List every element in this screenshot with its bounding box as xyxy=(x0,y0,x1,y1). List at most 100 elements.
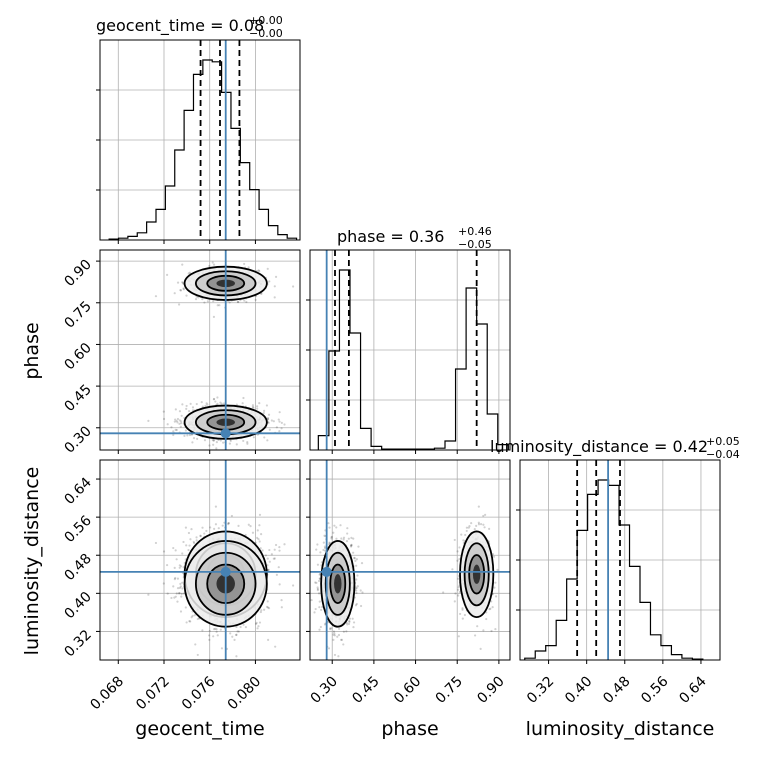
sample-point xyxy=(241,402,244,405)
x-tick-label: 0.32 xyxy=(524,674,557,707)
sample-point xyxy=(176,587,180,590)
sample-point xyxy=(458,558,461,561)
sample-point xyxy=(315,548,318,551)
panel-frame xyxy=(99,459,301,661)
sample-point xyxy=(482,629,485,632)
sample-point xyxy=(258,540,261,543)
sample-point xyxy=(189,538,192,541)
sample-point xyxy=(257,625,260,628)
sample-point xyxy=(333,524,336,527)
sample-point xyxy=(178,586,182,589)
sample-point xyxy=(201,526,204,529)
sample-point xyxy=(174,549,177,552)
sample-point xyxy=(320,608,323,611)
sample-point xyxy=(316,543,319,546)
sample-point xyxy=(270,419,273,422)
sample-point xyxy=(352,626,355,629)
sample-point xyxy=(177,592,181,595)
sample-point xyxy=(256,407,259,410)
sample-point xyxy=(216,634,219,637)
sample-point xyxy=(267,421,270,425)
sample-point xyxy=(237,300,240,304)
sample-point xyxy=(154,541,158,545)
sample-point xyxy=(251,404,255,407)
sample-point xyxy=(330,537,333,540)
sample-point xyxy=(179,289,183,292)
sample-point xyxy=(176,421,179,424)
panel-phase-geocent_time: 0.30 0.45 0.60 0.75 0.90 xyxy=(61,249,301,457)
sample-point xyxy=(187,272,190,275)
sample-point xyxy=(335,537,338,540)
sample-point xyxy=(243,262,246,266)
sample-point xyxy=(355,558,358,561)
sample-point xyxy=(181,403,184,406)
sample-point xyxy=(330,536,333,539)
sample-point xyxy=(200,401,203,404)
sample-point xyxy=(340,638,344,642)
sample-point xyxy=(458,546,461,549)
sample-point xyxy=(355,564,358,567)
sample-point xyxy=(165,273,169,276)
sample-point xyxy=(237,524,240,527)
density-core xyxy=(472,564,481,584)
sample-point xyxy=(162,410,165,413)
sample-point xyxy=(353,557,356,560)
sample-point xyxy=(212,397,216,401)
sample-point xyxy=(318,577,321,580)
sample-point xyxy=(266,606,270,609)
sample-point xyxy=(475,524,478,527)
sample-point xyxy=(203,301,206,304)
panel-content xyxy=(108,40,298,240)
sample-point xyxy=(318,606,321,609)
density-core xyxy=(334,574,342,594)
sample-point xyxy=(176,281,180,284)
sample-point xyxy=(181,281,184,285)
sample-point xyxy=(327,522,330,525)
sample-point xyxy=(254,298,257,301)
x-tick-label: 0.080 xyxy=(225,674,265,714)
y-tick-label: 0.45 xyxy=(61,382,94,415)
sample-point xyxy=(194,298,198,301)
sample-point xyxy=(206,403,209,406)
sample-point xyxy=(178,410,182,413)
sample-point xyxy=(323,623,327,626)
sample-point xyxy=(229,439,232,443)
sample-point xyxy=(256,536,259,539)
sample-point xyxy=(201,629,204,632)
sample-point xyxy=(154,295,158,298)
sample-point xyxy=(237,630,240,633)
panel-content xyxy=(100,250,300,450)
sample-point xyxy=(456,577,460,580)
sample-point xyxy=(188,271,191,274)
x-tick-label: 0.072 xyxy=(133,674,173,714)
sample-point xyxy=(220,647,224,650)
sample-point xyxy=(451,568,454,571)
title-plus: +0.05 xyxy=(706,435,740,448)
sample-point xyxy=(162,582,165,585)
sample-point xyxy=(280,427,283,430)
sample-point xyxy=(484,513,487,516)
sample-point xyxy=(258,513,262,516)
title-phase: phase = 0.36 +0.46 −0.05 xyxy=(337,225,492,251)
sample-point xyxy=(242,623,245,626)
sample-point xyxy=(353,556,356,559)
sample-point xyxy=(476,625,479,628)
sample-point xyxy=(165,563,169,567)
sample-point xyxy=(175,592,178,595)
sample-point xyxy=(208,264,211,268)
sample-point xyxy=(473,634,477,637)
sample-point xyxy=(333,632,336,635)
sample-point xyxy=(178,566,181,569)
sample-point xyxy=(310,598,313,602)
sample-point xyxy=(479,647,482,650)
panel-luminosity_distance-geocent_time: 0.068 0.072 0.076 0.080 0.32 0.40 0.48 0.56 0.64 xyxy=(61,459,301,714)
sample-point xyxy=(261,549,264,552)
x-tick-label: 0.40 xyxy=(562,674,595,707)
sample-point xyxy=(273,557,276,560)
sample-point xyxy=(185,544,188,547)
sample-point xyxy=(212,263,216,266)
sample-point xyxy=(173,596,176,599)
y-tick-label: 0.56 xyxy=(61,513,94,546)
sample-point xyxy=(215,628,218,631)
